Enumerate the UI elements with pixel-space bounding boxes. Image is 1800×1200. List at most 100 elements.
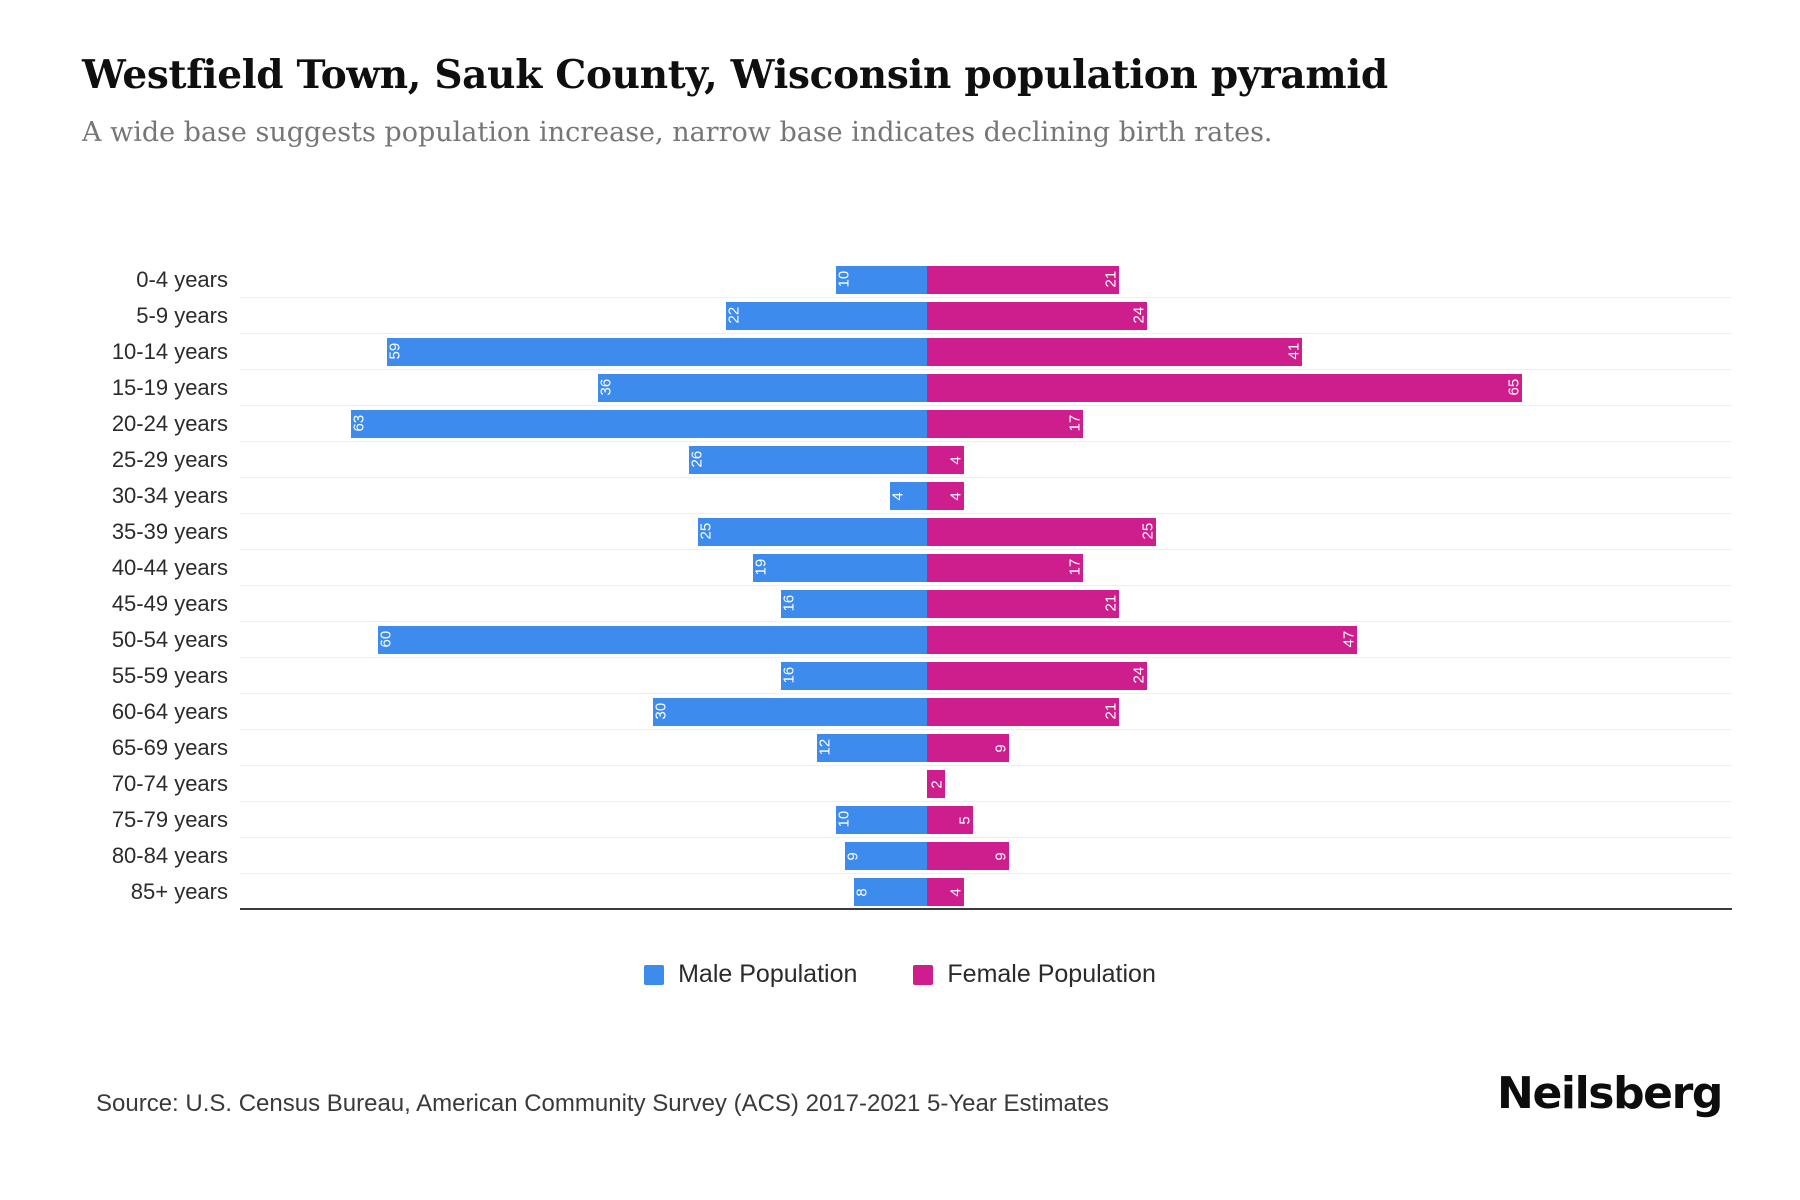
bar-female[interactable]: 2: [927, 770, 946, 798]
bar-value-male: 19: [752, 558, 770, 576]
bar-male[interactable]: 9: [844, 842, 927, 870]
bar-value-male: 60: [377, 630, 395, 648]
bar-male[interactable]: 16: [780, 590, 927, 618]
legend-item-female[interactable]: Female Population: [913, 960, 1156, 989]
bar-group: 59 41: [240, 334, 1732, 370]
bar-female[interactable]: 4: [927, 878, 964, 906]
y-axis-label: 55-59 years: [111, 663, 228, 688]
bar-value-male: 22: [725, 306, 743, 324]
y-axis-label: 10-14 years: [111, 339, 228, 364]
pyramid-row: 20-24 years 63 17: [112, 406, 1732, 442]
pyramid-row: 40-44 years 19 17: [112, 550, 1732, 586]
bar-male[interactable]: 60: [378, 626, 927, 654]
bar-value-male: 25: [697, 522, 715, 540]
y-axis-label: 30-34 years: [111, 483, 228, 508]
pyramid-row: 75-79 years 10 5: [112, 802, 1732, 838]
gridline: [240, 369, 1732, 370]
x-axis-line: [240, 908, 1732, 910]
bar-female[interactable]: 47: [927, 626, 1358, 654]
bar-value-male: 9: [844, 852, 862, 861]
gridline: [240, 297, 1732, 298]
bar-female[interactable]: 17: [927, 410, 1083, 438]
bar-value-female: 5: [956, 816, 974, 825]
bar-value-female: 25: [1139, 522, 1157, 540]
legend-swatch-female-icon: [913, 964, 934, 985]
bar-female[interactable]: 65: [927, 374, 1522, 402]
gridline: [240, 729, 1732, 730]
pyramid-row: 70-74 years 2: [112, 766, 1732, 802]
bar-value-male: 10: [835, 810, 852, 828]
bar-male[interactable]: 30: [652, 698, 927, 726]
chart-container: 0-4 years 10 21 5-9 years 22 24 10-14 years 59 4…: [82, 262, 1732, 922]
bar-value-female: 9: [992, 852, 1010, 861]
bar-group: 2: [240, 766, 1732, 802]
bar-female[interactable]: 9: [927, 842, 1010, 870]
bar-value-male: 4: [889, 492, 907, 501]
bar-value-male: 30: [652, 702, 669, 720]
gridline: [240, 513, 1732, 514]
chart-header: Westfield Town, Sauk County, Wisconsin p…: [82, 50, 1722, 152]
y-axis-label: 85+ years: [130, 879, 228, 904]
bar-female[interactable]: 21: [927, 266, 1120, 294]
bar-male[interactable]: 16: [780, 662, 927, 690]
bar-male[interactable]: 4: [890, 482, 927, 510]
bar-female[interactable]: 25: [927, 518, 1156, 546]
bar-male[interactable]: 22: [725, 302, 927, 330]
chart-legend: Male Population Female Population: [0, 960, 1800, 989]
bar-female[interactable]: 9: [927, 734, 1010, 762]
bar-male[interactable]: 36: [597, 374, 927, 402]
page-subtitle: A wide base suggests population increase…: [82, 117, 1273, 148]
bar-male[interactable]: 26: [689, 446, 927, 474]
bar-female[interactable]: 41: [927, 338, 1303, 366]
bar-group: 19 17: [240, 550, 1732, 586]
gridline: [240, 657, 1732, 658]
bar-male[interactable]: 63: [350, 410, 927, 438]
gridline: [240, 621, 1732, 622]
bar-value-male: 8: [853, 888, 871, 897]
bar-female[interactable]: 5: [927, 806, 973, 834]
pyramid-row: 15-19 years 36 65: [112, 370, 1732, 406]
bar-value-female: 4: [947, 456, 965, 465]
bar-group: 16 24: [240, 658, 1732, 694]
gridline: [240, 549, 1732, 550]
gridline: [240, 405, 1732, 406]
bar-group: 16 21: [240, 586, 1732, 622]
bar-value-male: 59: [386, 342, 404, 360]
y-axis-label: 25-29 years: [111, 447, 228, 472]
y-axis-label: 75-79 years: [111, 807, 228, 832]
bar-value-female: 17: [1066, 558, 1084, 576]
bar-male[interactable]: 25: [698, 518, 927, 546]
y-axis-label: 60-64 years: [111, 699, 228, 724]
bar-male[interactable]: 12: [817, 734, 927, 762]
bar-group: 26 4: [240, 442, 1732, 478]
bar-group: 22 24: [240, 298, 1732, 334]
brand-logo: Neilsberg: [1497, 1068, 1723, 1119]
gridline: [240, 333, 1732, 334]
bar-female[interactable]: 4: [927, 446, 964, 474]
legend-item-male[interactable]: Male Population: [644, 960, 857, 989]
pyramid-row: 65-69 years 12 9: [112, 730, 1732, 766]
pyramid-row: 10-14 years 59 41: [112, 334, 1732, 370]
bar-female[interactable]: 17: [927, 554, 1083, 582]
bar-male[interactable]: 59: [387, 338, 927, 366]
bar-female[interactable]: 24: [927, 302, 1147, 330]
pyramid-row: 55-59 years 16 24: [112, 658, 1732, 694]
bar-male[interactable]: 10: [835, 806, 927, 834]
bar-male[interactable]: 10: [835, 266, 927, 294]
bar-female[interactable]: 4: [927, 482, 964, 510]
bar-female[interactable]: 21: [927, 698, 1120, 726]
legend-swatch-male-icon: [644, 964, 665, 985]
bar-value-female: 24: [1130, 666, 1148, 684]
bar-female[interactable]: 24: [927, 662, 1147, 690]
bar-value-female: 24: [1130, 306, 1148, 324]
bar-value-female: 41: [1285, 342, 1303, 360]
bar-male[interactable]: 19: [753, 554, 927, 582]
bar-male[interactable]: 8: [853, 878, 927, 906]
bar-female[interactable]: 21: [927, 590, 1120, 618]
bar-value-female: 21: [1102, 702, 1120, 720]
y-axis-label: 45-49 years: [111, 591, 228, 616]
bar-group: 12 9: [240, 730, 1732, 766]
